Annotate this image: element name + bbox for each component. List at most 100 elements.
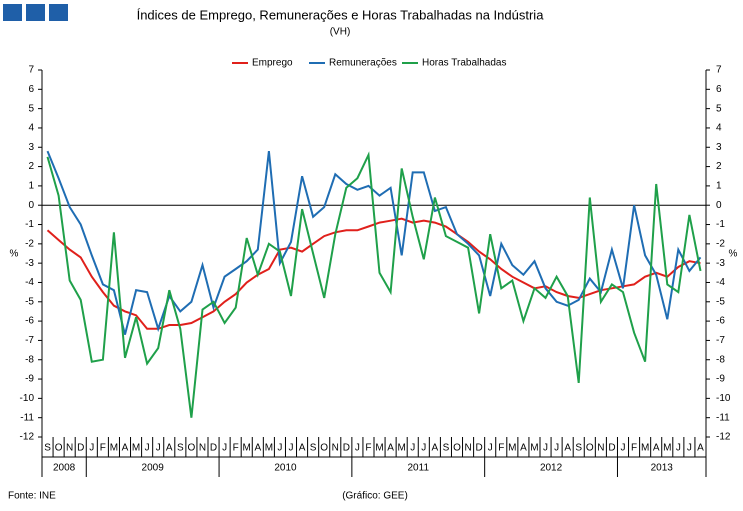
x-tick-label: D [77,443,84,454]
chart-title: Índices de Emprego, Remunerações e Horas… [137,7,545,22]
x-tick-label: J [410,443,415,454]
year-label: 2013 [651,463,674,474]
y-tick-label: -9 [25,374,34,385]
y-tick-label: -5 [25,296,34,307]
x-tick-label: J [543,443,548,454]
y2-tick-label: -5 [716,296,725,307]
x-tick-label: D [608,443,615,454]
legend-label: Remunerações [329,58,397,69]
x-tick-label: J [421,443,426,454]
x-tick-label: O [320,443,328,454]
x-tick-label: J [156,443,161,454]
x-tick-label: M [508,443,516,454]
y-tick-label: 1 [28,181,34,192]
y2-tick-label: 7 [716,65,722,76]
y-axis-label: % [10,249,19,260]
x-tick-label: M [641,443,649,454]
y-tick-label: -2 [25,238,34,249]
x-tick-label: M [530,443,538,454]
y-tick-label: -8 [25,354,34,365]
y-tick-label: -1 [25,219,34,230]
y-tick-label: -4 [25,277,34,288]
credit: (Gráfico: GEE) [342,491,408,502]
y2-tick-label: 1 [716,181,722,192]
y-tick-label: 7 [28,65,34,76]
x-tick-label: N [66,443,73,454]
x-tick-label: F [365,443,371,454]
year-label: 2009 [142,463,165,474]
legend-label: Horas Trabalhadas [422,58,507,69]
year-label: 2012 [540,463,563,474]
source: Fonte: INE [8,491,56,502]
x-tick-label: M [397,443,405,454]
y-tick-label: 0 [28,200,34,211]
y-tick-label: -12 [20,432,35,443]
series-line [46,217,701,330]
x-tick-label: S [443,443,450,454]
legend-label: Emprego [252,58,293,69]
y-tick-label: 5 [28,103,34,114]
x-tick-label: A [432,443,439,454]
x-tick-label: D [210,443,217,454]
year-label: 2011 [408,463,430,474]
x-tick-label: S [310,443,317,454]
x-tick-label: O [586,443,594,454]
y2-tick-label: 3 [716,142,722,153]
y2-tick-label: -3 [716,258,725,269]
x-tick-label: J [488,443,493,454]
x-tick-label: A [166,443,173,454]
y-tick-label: -10 [20,393,35,404]
x-tick-label: A [299,443,306,454]
y2-tick-label: -1 [716,219,725,230]
x-tick-label: N [332,443,339,454]
y2-tick-label: -12 [716,432,731,443]
x-tick-label: J [687,443,692,454]
y2-tick-label: -11 [716,412,730,423]
y2-tick-label: -10 [716,393,731,404]
y2-tick-label: -9 [716,374,725,385]
x-tick-label: F [498,443,504,454]
x-tick-label: N [597,443,604,454]
x-tick-label: J [676,443,681,454]
logo-square [3,4,22,21]
y2-tick-label: -4 [716,277,725,288]
year-label: 2008 [53,463,76,474]
x-tick-label: O [188,443,196,454]
y2-tick-label: 4 [716,123,722,134]
x-tick-label: M [132,443,140,454]
x-tick-label: A [564,443,571,454]
x-tick-label: M [663,443,671,454]
y2-tick-label: -8 [716,354,725,365]
x-tick-label: A [122,443,129,454]
x-tick-label: J [89,443,94,454]
x-tick-label: J [355,443,360,454]
x-tick-label: N [464,443,471,454]
y2-tick-label: -6 [716,316,725,327]
year-label: 2010 [274,463,297,474]
x-tick-label: D [476,443,483,454]
x-tick-label: D [343,443,350,454]
y-tick-label: -6 [25,316,34,327]
x-tick-label: M [265,443,273,454]
x-tick-label: J [289,443,294,454]
y-tick-label: 6 [28,84,34,95]
x-tick-label: S [575,443,582,454]
logo-square [26,4,45,21]
y2-tick-label: 2 [716,161,722,172]
y-tick-label: -7 [25,335,34,346]
y-tick-label: -11 [20,412,34,423]
x-tick-label: F [631,443,637,454]
y2-tick-label: 6 [716,84,722,95]
y2-tick-label: 0 [716,200,722,211]
x-tick-label: J [145,443,150,454]
x-tick-label: A [254,443,261,454]
x-tick-label: O [453,443,461,454]
x-tick-label: J [277,443,282,454]
y-tick-label: 3 [28,142,34,153]
x-tick-label: M [243,443,251,454]
series-line [46,150,702,335]
x-tick-label: A [653,443,660,454]
x-tick-label: O [55,443,63,454]
x-tick-label: M [110,443,118,454]
